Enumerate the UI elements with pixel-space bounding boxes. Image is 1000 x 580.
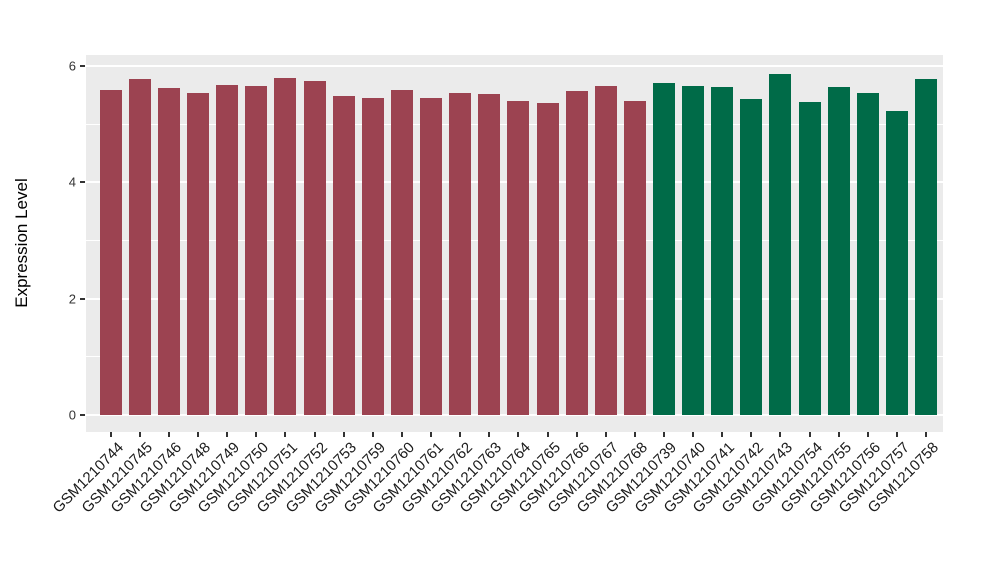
x-axis-tick-mark: [750, 432, 753, 437]
x-axis-tick-mark: [488, 432, 491, 437]
x-axis-tick-mark: [633, 432, 636, 437]
y-axis-tick-mark: [80, 64, 85, 67]
x-axis-tick-mark: [197, 432, 200, 437]
bar-GSM1210741: [711, 86, 734, 415]
x-axis-tick-mark: [837, 432, 840, 437]
bar-GSM1210768: [623, 100, 646, 415]
bar-GSM1210758: [915, 78, 938, 415]
x-axis-tick-mark: [371, 432, 374, 437]
x-axis-tick-mark: [546, 432, 549, 437]
x-axis-tick-mark: [721, 432, 724, 437]
x-axis-tick-mark: [459, 432, 462, 437]
y-axis-tick-mark: [80, 181, 85, 184]
y-axis-tick-mark: [80, 297, 85, 300]
bar-GSM1210767: [594, 85, 617, 415]
y-axis-tick-label: 0: [68, 407, 76, 423]
gridline-major: [86, 414, 943, 416]
bar-GSM1210753: [332, 95, 355, 415]
bar-GSM1210756: [856, 93, 879, 415]
bar-GSM1210751: [274, 77, 297, 415]
x-axis-tick-mark: [662, 432, 665, 437]
x-axis-tick-mark: [575, 432, 578, 437]
bar-GSM1210749: [216, 85, 239, 415]
y-axis-tick-label: 6: [68, 58, 76, 74]
x-axis-tick-mark: [808, 432, 811, 437]
bar-GSM1210765: [536, 103, 559, 415]
y-axis-tick-label: 4: [68, 174, 76, 190]
bar-GSM1210742: [740, 98, 763, 415]
bar-GSM1210752: [303, 80, 326, 415]
x-axis-tick-mark: [255, 432, 258, 437]
x-axis-tick-mark: [167, 432, 170, 437]
x-axis-tick-mark: [895, 432, 898, 437]
x-axis-tick-mark: [925, 432, 928, 437]
bar-GSM1210766: [565, 91, 588, 415]
x-axis-tick-mark: [866, 432, 869, 437]
bar-GSM1210745: [128, 78, 151, 415]
x-axis-tick-mark: [342, 432, 345, 437]
bar-GSM1210763: [478, 94, 501, 415]
bar-GSM1210748: [187, 92, 210, 415]
y-axis-tick-mark: [80, 414, 85, 416]
x-axis-tick-mark: [138, 432, 141, 437]
plot-panel: [86, 55, 943, 432]
gridline-major: [86, 64, 943, 67]
x-axis-tick-mark: [779, 432, 782, 437]
x-axis-tick-mark: [313, 432, 316, 437]
bar-GSM1210746: [157, 88, 180, 415]
bar-GSM1210761: [420, 97, 443, 415]
bar-GSM1210743: [769, 74, 792, 415]
bar-GSM1210740: [682, 86, 705, 415]
bar-GSM1210750: [245, 85, 268, 415]
y-axis-tick-label: 2: [68, 291, 76, 307]
x-axis-tick-mark: [109, 432, 112, 437]
x-axis-tick-mark: [604, 432, 607, 437]
bar-GSM1210764: [507, 101, 530, 415]
bar-GSM1210759: [361, 97, 384, 415]
x-axis-tick-mark: [226, 432, 229, 437]
x-axis-tick-mark: [284, 432, 287, 437]
y-axis-title: Expression Level: [12, 178, 31, 308]
bar-GSM1210755: [827, 86, 850, 415]
bar-GSM1210744: [99, 90, 122, 415]
bar-GSM1210739: [652, 82, 675, 415]
bar-GSM1210754: [798, 102, 821, 415]
x-axis-tick-mark: [430, 432, 433, 437]
bar-GSM1210757: [885, 110, 908, 415]
bar-GSM1210760: [390, 90, 413, 415]
bar-GSM1210762: [449, 93, 472, 415]
x-axis-tick-mark: [692, 432, 695, 437]
x-axis-tick-mark: [400, 432, 403, 437]
x-axis-tick-mark: [517, 432, 520, 437]
